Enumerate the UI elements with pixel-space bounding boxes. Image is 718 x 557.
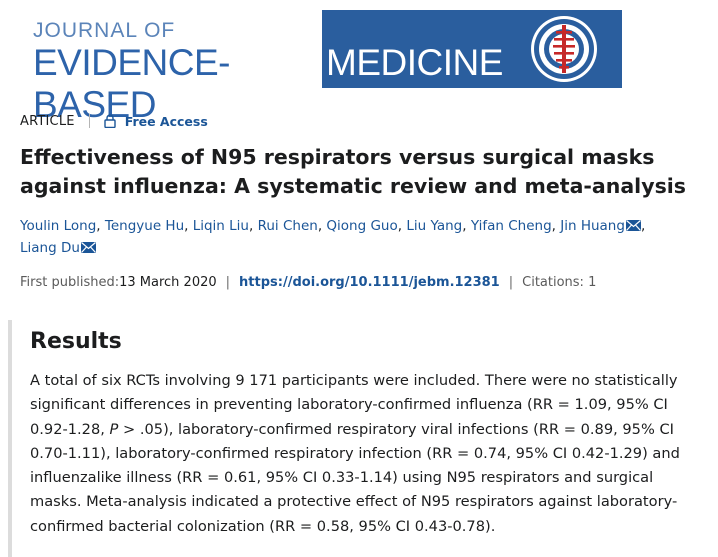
author-separator: ,: [640, 218, 646, 234]
lock-icon: [104, 114, 116, 128]
author-link[interactable]: Qiong Guo: [326, 218, 398, 234]
journal-name-line3: MEDICINE: [326, 42, 503, 83]
author-link[interactable]: Rui Chen: [257, 218, 318, 234]
author-separator: ,: [397, 218, 407, 234]
author-separator: ,: [317, 218, 327, 234]
doi-link[interactable]: https://doi.org/10.1111/jebm.12381: [239, 274, 500, 290]
free-access-label: Free Access: [124, 113, 208, 129]
author-separator: ,: [462, 218, 471, 234]
p-value-symbol: P: [109, 420, 119, 438]
journal-banner-right: MEDICINE: [322, 10, 622, 88]
article-title: Effectiveness of N95 respirators versus …: [20, 145, 686, 198]
author-separator: ,: [96, 218, 105, 234]
author-link[interactable]: Jin Huang: [560, 218, 625, 234]
author-link[interactable]: Yifan Cheng: [470, 218, 552, 234]
results-text-part1: A total of six RCTs involving 9 171 part…: [30, 372, 678, 438]
author-link[interactable]: Liang Du: [20, 240, 80, 256]
first-published-label: First published:: [20, 274, 120, 290]
mail-icon[interactable]: [625, 220, 641, 231]
author-separator: ,: [184, 218, 193, 234]
divider: |: [508, 274, 514, 290]
article-type-label: ARTICLE: [20, 113, 75, 129]
journal-banner-left: JOURNAL OF EVIDENCE-BASED: [20, 10, 322, 125]
first-published-date: 13 March 2020: [119, 274, 217, 290]
divider: [88, 114, 90, 128]
journal-name-line2: EVIDENCE-BASED: [33, 42, 230, 125]
results-text-part2: > .05), laboratory-confirmed respiratory…: [30, 420, 680, 535]
results-heading: Results: [30, 329, 122, 354]
article-meta-row: ARTICLE Free Access: [20, 111, 208, 131]
results-paragraph: A total of six RCTs involving 9 171 part…: [30, 369, 702, 539]
citations-count[interactable]: Citations: 1: [522, 274, 597, 290]
mail-icon[interactable]: [80, 242, 96, 253]
author-list: Youlin Long, Tengyue Hu, Liqin Liu, Rui …: [20, 215, 700, 259]
author-separator: ,: [551, 218, 561, 234]
results-section: Results A total of six RCTs involving 9 …: [8, 320, 708, 557]
author-link[interactable]: Liu Yang: [406, 218, 463, 234]
publication-info: First published: 13 March 2020 | https:/…: [20, 272, 596, 292]
author-link[interactable]: Tengyue Hu: [104, 218, 185, 234]
journal-name-line1: JOURNAL OF: [33, 19, 176, 42]
journal-logo-icon: [531, 16, 597, 82]
author-separator: ,: [249, 218, 258, 234]
author-link[interactable]: Youlin Long: [20, 218, 97, 234]
author-link[interactable]: Liqin Liu: [192, 218, 249, 234]
divider: |: [225, 274, 231, 290]
journal-banner[interactable]: JOURNAL OF EVIDENCE-BASED MEDICINE: [20, 10, 622, 125]
